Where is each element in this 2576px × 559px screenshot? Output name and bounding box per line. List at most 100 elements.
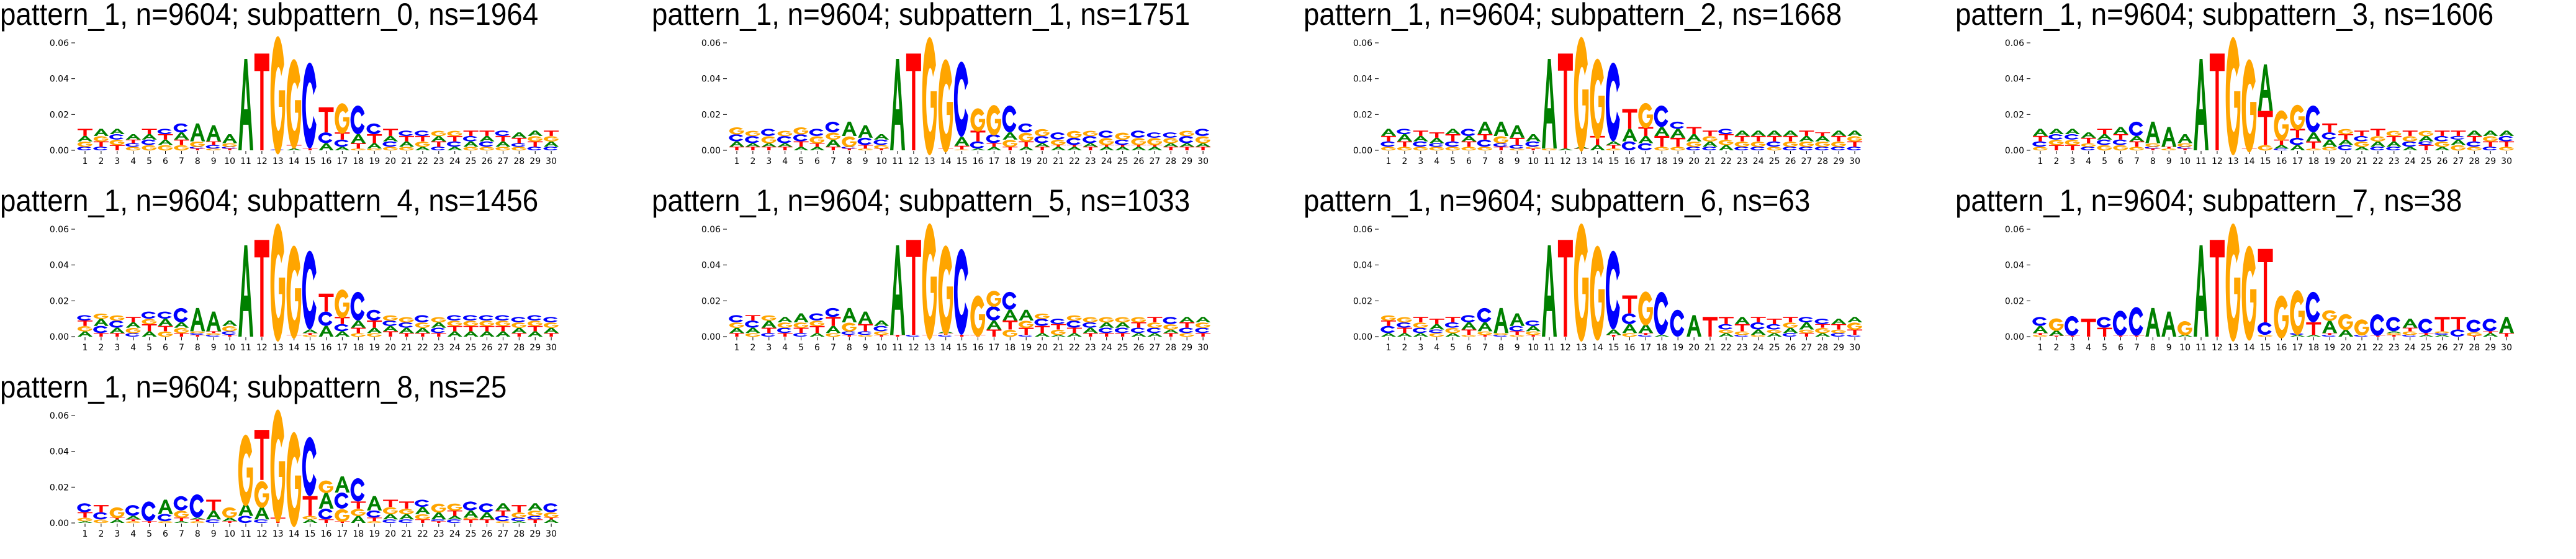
- logo-position-stack: [1380, 129, 1396, 151]
- x-tick-label: 14: [289, 529, 300, 539]
- logo-letter-G: [777, 322, 793, 328]
- x-tick-label: 1: [734, 343, 740, 353]
- logo-letter-C: [1718, 324, 1732, 330]
- x-tick-label: 17: [988, 157, 999, 166]
- logo-letter-T: [1196, 147, 1211, 150]
- logo-letter-T: [399, 333, 414, 337]
- logo-position-stack: [1590, 245, 1605, 341]
- x-tick-label: 15: [1608, 157, 1619, 166]
- logo-letter-A: [1542, 245, 1557, 337]
- x-tick-label: 4: [2086, 157, 2091, 166]
- x-tick-label: 6: [2118, 343, 2123, 353]
- logo-letter-C: [1847, 335, 1862, 337]
- logo-position-stack: [2434, 130, 2450, 150]
- logo-letter-T: [254, 430, 269, 480]
- logo-letter-G: [495, 147, 510, 151]
- x-tick-label: 6: [814, 157, 820, 166]
- x-tick-label: 17: [336, 529, 348, 539]
- x-tick-label: 15: [305, 157, 316, 166]
- logo-letter-C: [1380, 325, 1395, 334]
- logo-letter-A: [367, 143, 382, 149]
- logo-letter-A: [874, 134, 889, 140]
- x-tick-label: 5: [798, 343, 804, 353]
- logo-letter-A: [1035, 143, 1050, 147]
- logo-position-stack: [1637, 291, 1654, 337]
- x-tick-label: 12: [908, 157, 919, 166]
- logo-position-stack: [1493, 307, 1509, 337]
- logo-letter-G: [2274, 110, 2289, 141]
- logo-letter-G: [1002, 329, 1017, 337]
- x-tick-label: 19: [369, 157, 380, 166]
- logo-position-stack: [1429, 319, 1444, 337]
- logo-letter-C: [2418, 319, 2433, 334]
- x-tick-label: 4: [2086, 343, 2091, 353]
- logo-position-stack: [366, 496, 382, 524]
- logo-letter-A: [1750, 130, 1766, 136]
- logo-letter-A: [463, 141, 479, 147]
- logo-position-stack: [986, 291, 1002, 337]
- logo-letter-C: [841, 147, 856, 149]
- logo-letter-G: [1034, 313, 1050, 319]
- logo-letter-C: [2112, 311, 2127, 336]
- logo-position-stack: [1179, 130, 1195, 150]
- x-tick-label: 27: [1149, 343, 1160, 353]
- logo-letter-C: [125, 143, 140, 147]
- x-tick-label: 10: [2179, 157, 2191, 166]
- logo-letter-T: [809, 143, 825, 147]
- x-tick-label: 2: [98, 157, 104, 166]
- logo-letter-A: [1413, 333, 1428, 337]
- logo-letter-T: [858, 324, 873, 332]
- logo-letter-C: [857, 331, 872, 335]
- logo-letter-A: [511, 327, 527, 334]
- x-tick-label: 17: [1640, 157, 1651, 166]
- logo-letter-A: [2258, 64, 2273, 111]
- logo-letter-T: [1783, 317, 1798, 322]
- logo-letter-T: [174, 139, 189, 145]
- logo-letter-A: [2274, 145, 2289, 149]
- logo-letter-A: [1638, 135, 1654, 143]
- x-tick-label: 30: [1197, 157, 1209, 166]
- logo-letter-G: [2370, 136, 2385, 142]
- x-tick-label: 29: [2485, 157, 2496, 166]
- logo-letter-C: [2482, 147, 2497, 150]
- logo-letter-C: [543, 147, 558, 150]
- logo-position-stack: [399, 317, 414, 337]
- logo-position-stack: [479, 503, 495, 523]
- logo-position-stack: [2032, 317, 2048, 337]
- logo-position-stack: [1766, 319, 1782, 337]
- y-tick-label: 0.04: [1353, 75, 1372, 84]
- logo-position-stack: [2241, 59, 2257, 153]
- logo-position-stack: [1130, 317, 1146, 337]
- logo-letter-G: [222, 507, 237, 519]
- logo-letter-A: [2290, 335, 2305, 337]
- logo-letter-C: [334, 139, 349, 147]
- logo-letter-A: [2306, 132, 2322, 142]
- logo-letter-A: [351, 320, 366, 328]
- logo-letter-G: [1541, 148, 1557, 151]
- logo-letter-A: [2177, 335, 2193, 337]
- logo-letter-T: [1147, 145, 1163, 147]
- logo-letter-A: [399, 141, 414, 147]
- logo-letter-G: [109, 140, 125, 145]
- logo-letter-G: [1799, 141, 1814, 147]
- logo-letter-A: [190, 517, 205, 520]
- chart-title: pattern_1, n=9604; subpattern_4, ns=1456: [0, 184, 538, 218]
- logo-letter-T: [335, 317, 350, 324]
- logo-letter-C: [382, 519, 397, 523]
- logo-letter-C: [350, 105, 365, 135]
- y-tick-label: 0.00: [2005, 146, 2024, 156]
- logo-letter-G: [77, 141, 92, 147]
- logo-letter-G: [511, 147, 526, 151]
- logo-letter-T: [970, 130, 986, 142]
- logo-letter-C: [2466, 319, 2481, 332]
- logo-letter-T: [793, 141, 809, 147]
- logo-letter-A: [1196, 143, 1211, 147]
- logo-letter-A: [2338, 329, 2354, 337]
- logo-letter-C: [125, 333, 140, 337]
- logo-letter-G: [1702, 136, 1718, 142]
- logo-letter-C: [2450, 329, 2465, 337]
- logo-letter-A: [528, 503, 543, 511]
- logo-letter-T: [1638, 127, 1654, 136]
- logo-position-stack: [2482, 130, 2498, 150]
- logo-position-stack: [922, 223, 937, 340]
